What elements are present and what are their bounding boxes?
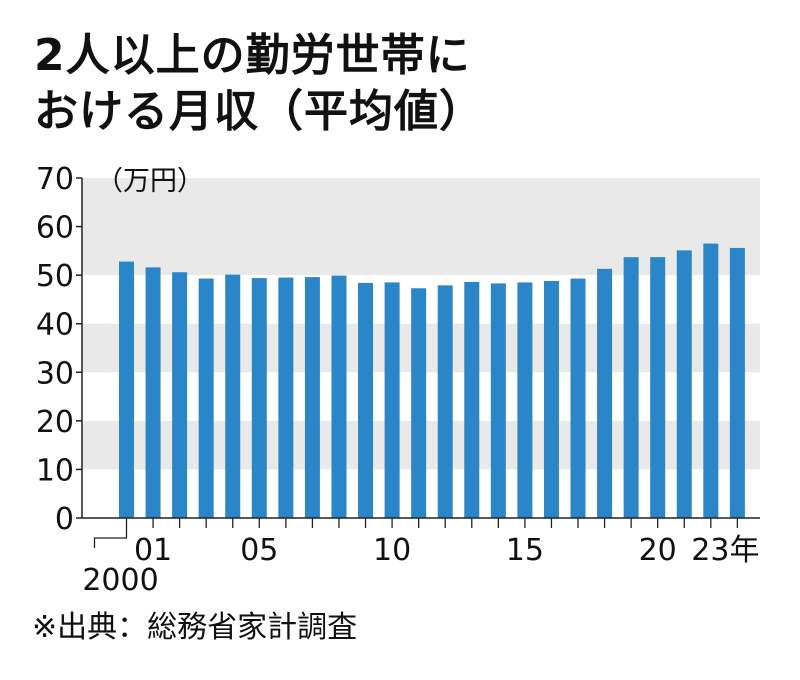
x-tick-label: 2000 xyxy=(82,563,158,598)
y-tick-label: 60 xyxy=(36,211,74,246)
y-tick-label: 20 xyxy=(36,405,74,440)
x-tick-label: 23年 xyxy=(691,533,759,568)
chart-title-line-2: おける月収（平均値） xyxy=(34,86,484,137)
background-band xyxy=(82,226,760,276)
bar-2006 xyxy=(278,277,294,518)
bar-series xyxy=(119,243,745,519)
x-label-leader xyxy=(93,528,128,548)
bar-2011 xyxy=(411,288,427,518)
bar-2020 xyxy=(650,257,666,518)
source-note: ※出典：総務省家計調査 xyxy=(32,610,358,645)
bar-2019 xyxy=(623,257,639,518)
unit-label: （万円） xyxy=(96,166,204,197)
y-tick-label: 70 xyxy=(36,162,74,197)
bar-2003 xyxy=(198,278,214,518)
chart-title-line-1: 2人以上の勤労世帯に xyxy=(34,30,471,81)
bar-2022 xyxy=(703,243,719,519)
background-band xyxy=(82,178,760,227)
bar-2005 xyxy=(251,278,267,518)
bar-2023 xyxy=(729,247,745,518)
bar-2018 xyxy=(597,268,613,518)
y-tick-label: 30 xyxy=(36,356,74,391)
x-tick-label: 01 xyxy=(134,533,172,568)
bar-2002 xyxy=(172,272,188,518)
bar-2016 xyxy=(543,280,559,518)
x-tick-label: 20 xyxy=(639,533,677,568)
bar-2010 xyxy=(384,282,400,518)
y-tick-label: 0 xyxy=(55,502,74,537)
bar-2004 xyxy=(225,274,241,518)
y-tick-label: 10 xyxy=(36,453,74,488)
bar-2013 xyxy=(464,281,480,518)
bar-2007 xyxy=(304,277,320,518)
x-tick-label: 10 xyxy=(373,533,411,568)
bar-2012 xyxy=(437,285,453,518)
bar-2021 xyxy=(676,250,692,518)
y-tick-label: 50 xyxy=(36,259,74,294)
bar-2009 xyxy=(358,282,374,518)
bar-2014 xyxy=(490,283,506,518)
x-tick-label: 15 xyxy=(506,533,544,568)
chart-title: 2人以上の勤労世帯に おける月収（平均値） xyxy=(34,28,484,140)
y-axis-ticks: 0 10 20 30 40 50 60 70 xyxy=(36,162,82,537)
bar-2001 xyxy=(145,267,161,518)
y-tick-label: 40 xyxy=(36,308,74,343)
x-tick-label: 05 xyxy=(240,533,278,568)
bar-2015 xyxy=(517,282,533,518)
bar-2008 xyxy=(331,275,347,518)
bar-2000 xyxy=(119,261,134,518)
bar-2017 xyxy=(570,278,586,518)
axes xyxy=(81,178,760,519)
